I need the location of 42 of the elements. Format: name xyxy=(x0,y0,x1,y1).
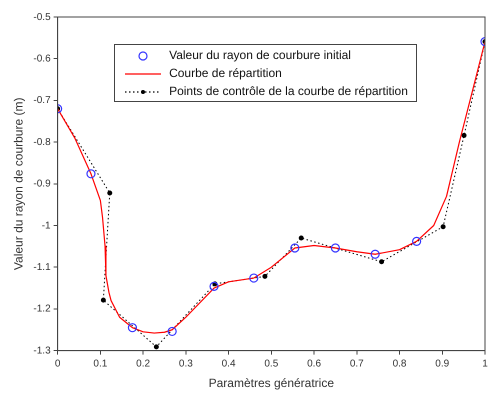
legend-label: Points de contrôle de la courbe de répartition xyxy=(169,84,408,98)
y-tick-label: -1.3 xyxy=(33,345,52,356)
y-tick-label: -0.5 xyxy=(33,12,52,23)
x-tick-label: 0.3 xyxy=(178,358,194,370)
y-tick-label: -0.7 xyxy=(33,95,52,106)
x-tick-label: 0.8 xyxy=(392,358,407,370)
point xyxy=(107,190,112,196)
point xyxy=(330,243,340,253)
y-tick-label: -1.1 xyxy=(33,262,52,273)
y-tick-label: -0.6 xyxy=(33,53,52,64)
legend-label: Courbe de répartition xyxy=(169,66,282,80)
x-tick-label: 0.6 xyxy=(307,358,322,370)
y-tick-label: -0.8 xyxy=(33,136,52,148)
point xyxy=(290,243,300,253)
point xyxy=(86,169,96,178)
point xyxy=(462,132,467,138)
point xyxy=(262,274,268,279)
point xyxy=(100,298,106,303)
y-tick-label: -1 xyxy=(42,220,52,232)
x-tick-label: 0.1 xyxy=(93,358,108,370)
x-tick-label: 0.4 xyxy=(222,358,236,370)
x-tick-label: 1 xyxy=(482,358,488,370)
point xyxy=(370,250,380,259)
x-tick-label: 0.7 xyxy=(350,358,364,370)
x-axis-title: Paramètres génératrice xyxy=(208,376,334,390)
point xyxy=(249,273,258,283)
x-tick-label: 0 xyxy=(54,358,61,370)
point xyxy=(128,323,138,332)
x-tick-label: 0.2 xyxy=(136,358,150,370)
point xyxy=(209,282,219,291)
y-axis-title: Valeur du rayon de courbure (m) xyxy=(12,98,26,270)
point xyxy=(440,224,446,230)
y-tick-label: -0.9 xyxy=(33,178,52,190)
x-tick-label: 0.5 xyxy=(264,358,279,370)
point xyxy=(154,344,159,350)
legend-label: Valeur du rayon de courbure initial xyxy=(169,48,351,62)
x-tick-label: 0.9 xyxy=(435,358,450,370)
y-tick-label: -1.2 xyxy=(33,304,52,315)
point xyxy=(298,236,304,241)
point xyxy=(379,259,384,264)
point xyxy=(412,236,422,246)
point xyxy=(168,326,177,336)
